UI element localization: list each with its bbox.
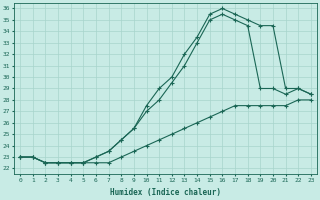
- X-axis label: Humidex (Indice chaleur): Humidex (Indice chaleur): [110, 188, 221, 197]
